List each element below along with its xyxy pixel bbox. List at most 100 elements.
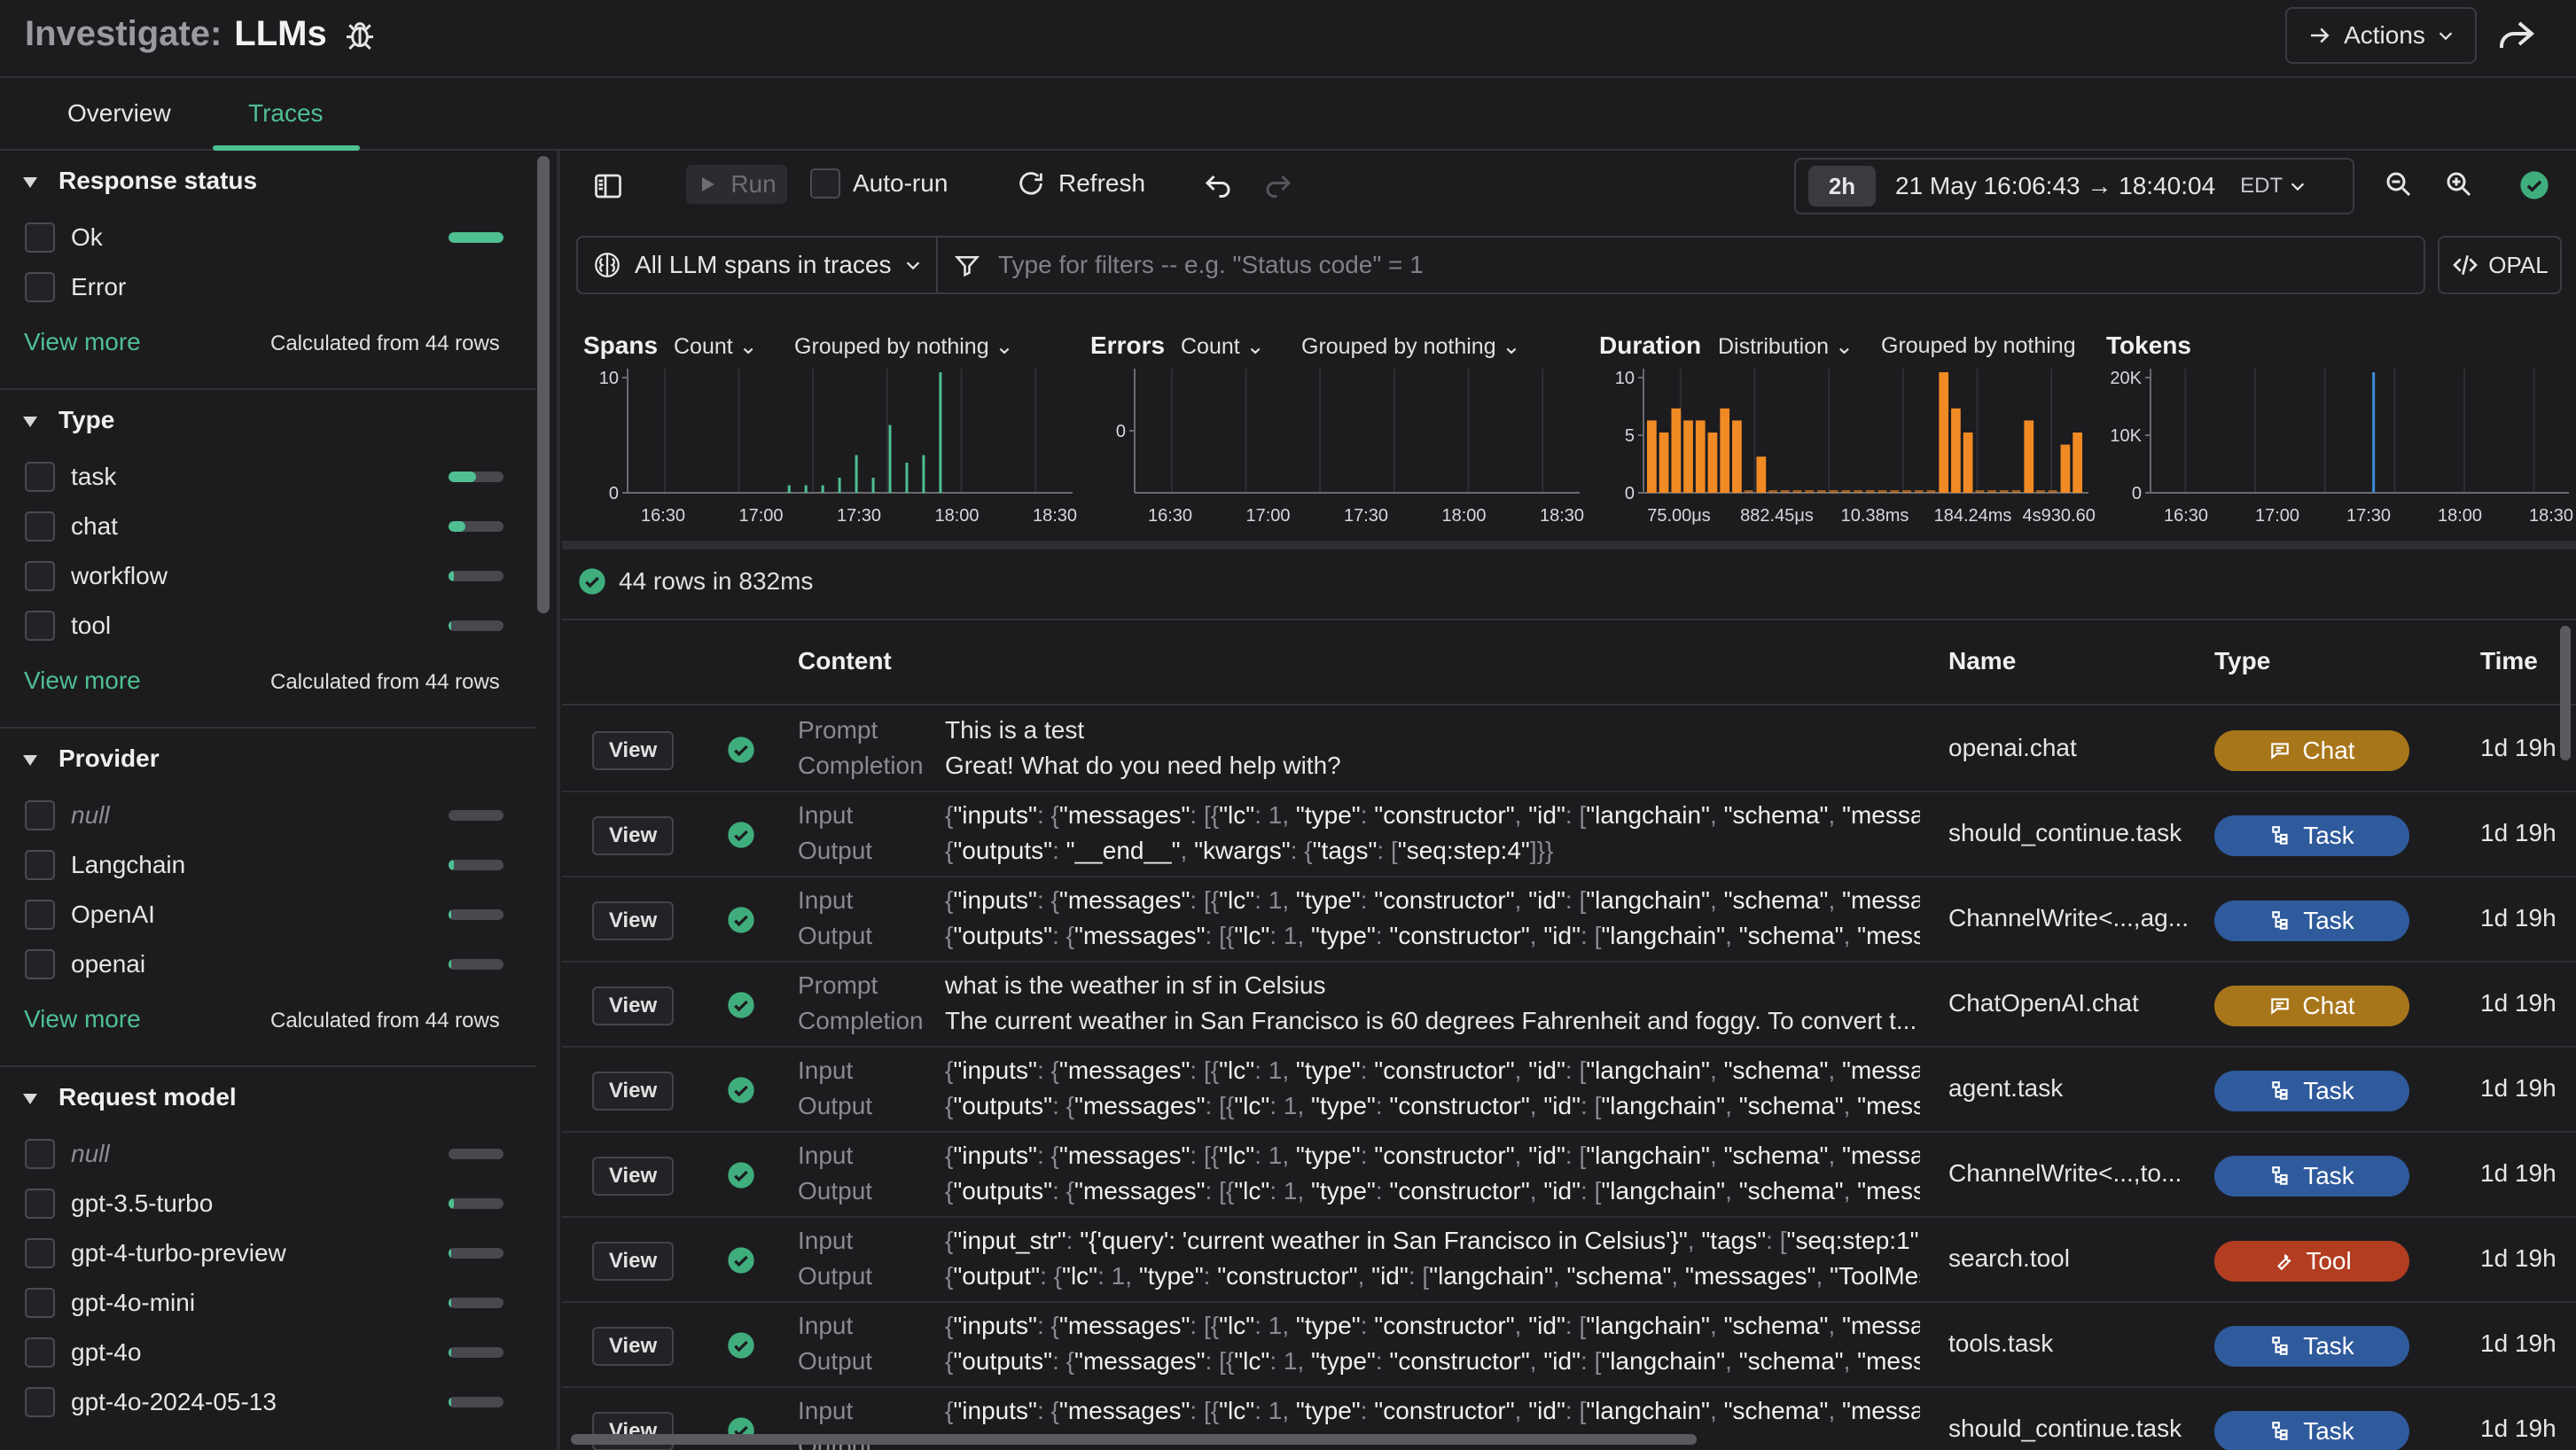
time-value: 1d 19h [2480,1329,2556,1357]
sidebar-scrollbar[interactable] [537,156,550,613]
type-badge: Task [2214,815,2409,856]
table-row[interactable]: View Input Output {"inputs": {"messages"… [562,1388,2576,1450]
tab-traces[interactable]: Traces [248,99,324,127]
results-divider[interactable] [562,541,2576,550]
checkbox[interactable] [25,1337,55,1368]
view-more-link[interactable]: View more [24,667,141,694]
view-button[interactable]: View [592,901,674,940]
chart-group-label[interactable]: Grouped by nothing [1881,333,2076,358]
facet-item[interactable]: gpt-3.5-turbo [25,1186,503,1221]
horizontal-scrollbar[interactable] [571,1434,1697,1445]
chart-aggregation-select[interactable]: Distribution ⌄ [1718,334,1854,359]
panel-divider[interactable] [557,151,560,1450]
facet-item[interactable]: OpenAI [25,897,503,932]
field-value: what is the weather in sf in Celsius [945,971,1326,999]
tab-overview[interactable]: Overview [67,99,171,127]
facet-item[interactable]: Error [25,269,503,305]
checkbox[interactable] [810,168,840,199]
checkbox[interactable] [25,1288,55,1318]
checkbox[interactable] [25,900,55,930]
checkbox[interactable] [25,222,55,253]
span-selector[interactable]: All LLM spans in traces [578,238,938,292]
facet-provider-header[interactable]: Provider [23,744,160,773]
vertical-scrollbar[interactable] [2560,626,2571,760]
view-button[interactable]: View [592,731,674,770]
checkbox[interactable] [25,1238,55,1268]
auto-run-toggle[interactable]: Auto-run [810,168,948,199]
facet-item[interactable]: null [25,798,503,833]
field-label: Input [798,886,854,914]
facet-item[interactable]: workflow [25,558,503,594]
chart-aggregation-select[interactable]: Count ⌄ [674,334,758,359]
checkbox[interactable] [25,949,55,979]
facet-item[interactable]: chat [25,509,503,544]
run-button[interactable]: Run [686,165,787,204]
table-row[interactable]: View Input Output {"inputs": {"messages"… [562,877,2576,963]
actions-button[interactable]: Actions [2285,7,2477,64]
facet-item[interactable]: tool [25,608,503,643]
share-icon[interactable] [2494,14,2537,57]
table-row[interactable]: View Input Output {"inputs": {"messages"… [562,1133,2576,1218]
table-row[interactable]: View Prompt Completion what is the weath… [562,963,2576,1048]
bug-icon[interactable] [342,18,378,53]
checkbox[interactable] [25,272,55,302]
column-header-time[interactable]: Time [2480,647,2538,674]
toggle-sidebar-icon[interactable] [592,170,624,202]
view-button[interactable]: View [592,1327,674,1366]
filter-input[interactable] [980,238,2424,292]
facet-item[interactable]: Langchain [25,847,503,883]
zoom-out-icon[interactable] [2383,168,2415,200]
checkbox[interactable] [25,1139,55,1169]
facet-item[interactable]: gpt-4o [25,1335,503,1370]
field-value: {"inputs": {"messages": [{"lc": 1, "type… [945,1056,1920,1084]
checkbox[interactable] [25,611,55,641]
checkbox[interactable] [25,511,55,542]
facet-request-model-header[interactable]: Request model [23,1083,237,1111]
facet-item[interactable]: openai [25,947,503,982]
refresh-button[interactable]: Refresh [1016,168,1145,199]
checkbox[interactable] [25,800,55,830]
field-label: Prompt [798,971,878,999]
facet-item[interactable]: Ok [25,220,503,255]
column-header-type[interactable]: Type [2214,647,2271,674]
view-button[interactable]: View [592,1072,674,1111]
view-button[interactable]: View [592,986,674,1025]
view-button[interactable]: View [592,1157,674,1196]
timezone-label[interactable]: EDT [2240,174,2283,198]
facet-response-status-header[interactable]: Response status [23,167,257,195]
chart-group-select[interactable]: Grouped by nothing ⌄ [1301,334,1521,359]
undo-icon[interactable] [1202,168,1234,200]
checkbox[interactable] [25,1387,55,1417]
table-row[interactable]: View Prompt Completion This is a test Gr… [562,707,2576,792]
view-button[interactable]: View [592,1242,674,1281]
column-header-name[interactable]: Name [1948,647,2017,674]
zoom-in-icon[interactable] [2443,168,2475,200]
table-row[interactable]: View Input Output {"inputs": {"messages"… [562,792,2576,877]
field-label: Input [798,1056,854,1084]
checkbox[interactable] [25,561,55,591]
view-more-link[interactable]: View more [24,1005,141,1033]
checkbox[interactable] [25,462,55,492]
opal-button[interactable]: OPAL [2438,236,2562,294]
y-tick-label: 10K [2110,426,2142,446]
facet-item[interactable]: gpt-4o-mini [25,1285,503,1321]
chart-aggregation-select[interactable]: Count ⌄ [1181,334,1265,359]
checkbox[interactable] [25,850,55,880]
checkbox[interactable] [25,1189,55,1219]
table-row[interactable]: View Input Output {"input_str": "{'query… [562,1218,2576,1303]
facet-item[interactable]: null [25,1136,503,1172]
divider [0,1065,535,1067]
facet-item[interactable]: task [25,459,503,495]
facet-item[interactable]: gpt-4-turbo-preview [25,1236,503,1271]
view-button[interactable]: View [592,816,674,855]
span-name: tools.task [1948,1329,2054,1357]
table-row[interactable]: View Input Output {"inputs": {"messages"… [562,1303,2576,1388]
time-range-badge[interactable]: 2h [1808,166,1876,207]
table-row[interactable]: View Input Output {"inputs": {"messages"… [562,1048,2576,1133]
facet-type-header[interactable]: Type [23,406,114,434]
column-header-content[interactable]: Content [798,647,892,674]
time-range-picker[interactable]: 2h 21 May 16:06:43 → 18:40:04 EDT [1794,158,2354,214]
facet-item[interactable]: gpt-4o-2024-05-13 [25,1384,503,1420]
chart-group-select[interactable]: Grouped by nothing ⌄ [794,334,1014,359]
view-more-link[interactable]: View more [24,328,141,355]
